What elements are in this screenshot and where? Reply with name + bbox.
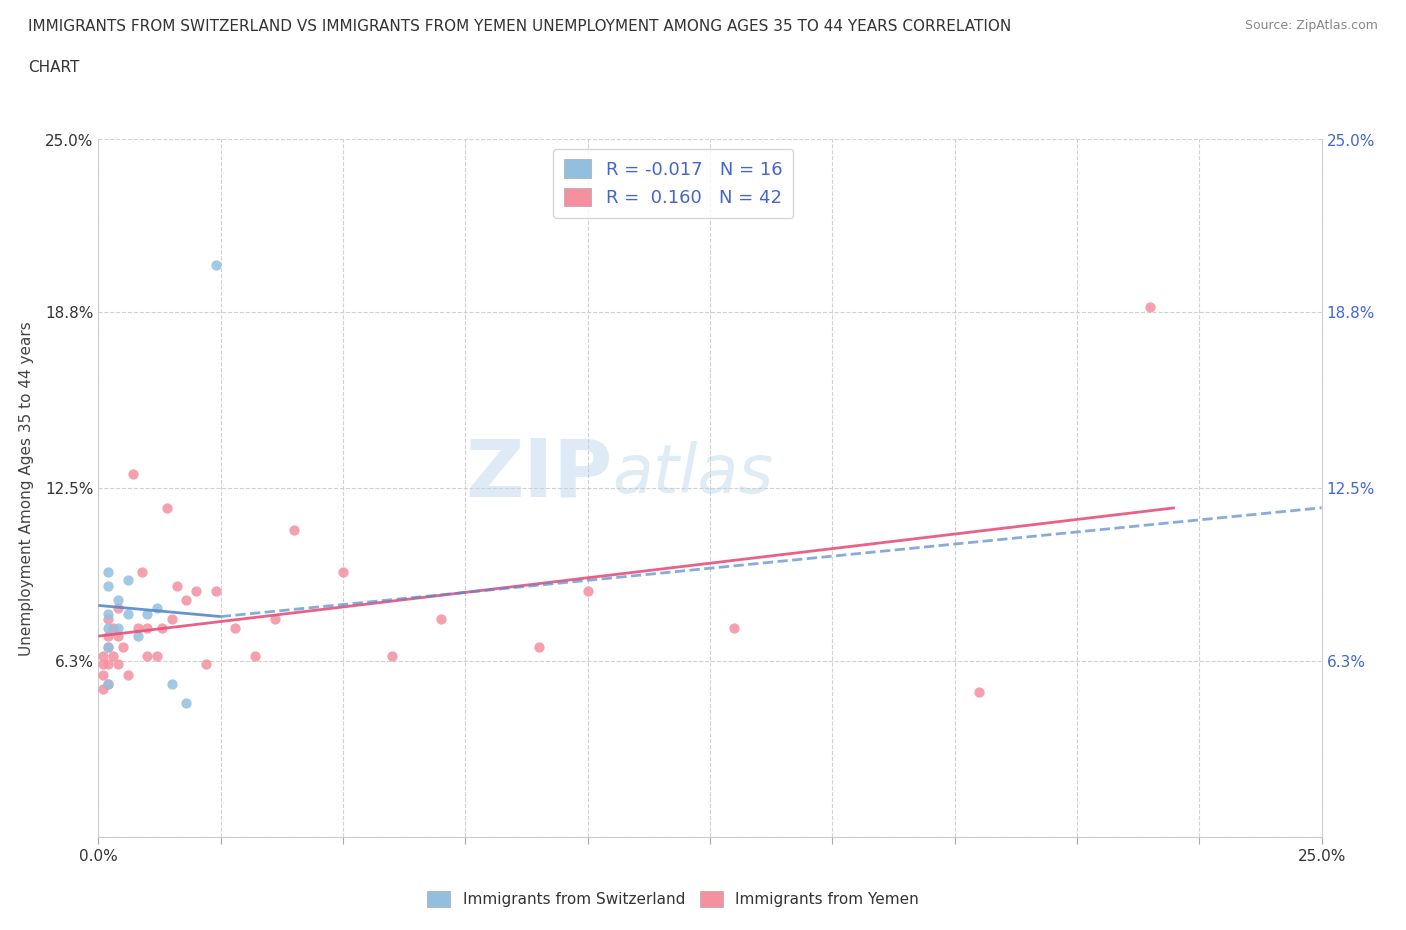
Point — [127, 629, 149, 644]
Point — [91, 648, 114, 663]
Text: CHART: CHART — [28, 60, 80, 75]
Point — [166, 578, 188, 593]
Text: Source: ZipAtlas.com: Source: ZipAtlas.com — [1244, 19, 1378, 32]
Point — [97, 657, 120, 671]
Point — [186, 584, 208, 599]
Y-axis label: Unemployment Among Ages 35 to 44 years: Unemployment Among Ages 35 to 44 years — [20, 321, 34, 656]
Point — [107, 601, 129, 616]
Point — [97, 606, 120, 621]
Point — [111, 640, 134, 655]
Point — [91, 668, 114, 683]
Point — [283, 523, 305, 538]
Point — [101, 620, 124, 635]
Point — [117, 573, 139, 588]
Point — [97, 676, 120, 691]
Point — [224, 620, 246, 635]
Point — [527, 640, 550, 655]
Point — [97, 640, 120, 655]
Point — [176, 592, 198, 607]
Point — [136, 620, 159, 635]
Text: ZIP: ZIP — [465, 435, 612, 513]
Point — [205, 258, 228, 272]
Point — [101, 648, 124, 663]
Point — [91, 682, 114, 697]
Point — [131, 565, 153, 579]
Point — [381, 648, 404, 663]
Point — [160, 612, 183, 627]
Point — [1139, 299, 1161, 314]
Point — [146, 601, 169, 616]
Point — [97, 578, 120, 593]
Point — [97, 620, 120, 635]
Point — [332, 565, 354, 579]
Point — [107, 657, 129, 671]
Point — [107, 620, 129, 635]
Legend: Immigrants from Switzerland, Immigrants from Yemen: Immigrants from Switzerland, Immigrants … — [422, 884, 925, 913]
Text: atlas: atlas — [612, 442, 773, 507]
Point — [195, 657, 218, 671]
Point — [107, 592, 129, 607]
Point — [160, 676, 183, 691]
Point — [156, 500, 179, 515]
Point — [117, 606, 139, 621]
Point — [117, 668, 139, 683]
Point — [263, 612, 285, 627]
Point — [97, 565, 120, 579]
Point — [136, 648, 159, 663]
Point — [430, 612, 453, 627]
Point — [576, 584, 599, 599]
Point — [97, 676, 120, 691]
Point — [97, 629, 120, 644]
Point — [205, 584, 228, 599]
Point — [967, 684, 990, 699]
Point — [176, 696, 198, 711]
Point — [97, 640, 120, 655]
Point — [723, 620, 745, 635]
Point — [121, 467, 143, 482]
Point — [146, 648, 169, 663]
Point — [107, 629, 129, 644]
Text: IMMIGRANTS FROM SWITZERLAND VS IMMIGRANTS FROM YEMEN UNEMPLOYMENT AMONG AGES 35 : IMMIGRANTS FROM SWITZERLAND VS IMMIGRANT… — [28, 19, 1011, 33]
Point — [97, 612, 120, 627]
Point — [243, 648, 266, 663]
Point — [136, 606, 159, 621]
Point — [127, 620, 149, 635]
Point — [150, 620, 173, 635]
Point — [91, 657, 114, 671]
